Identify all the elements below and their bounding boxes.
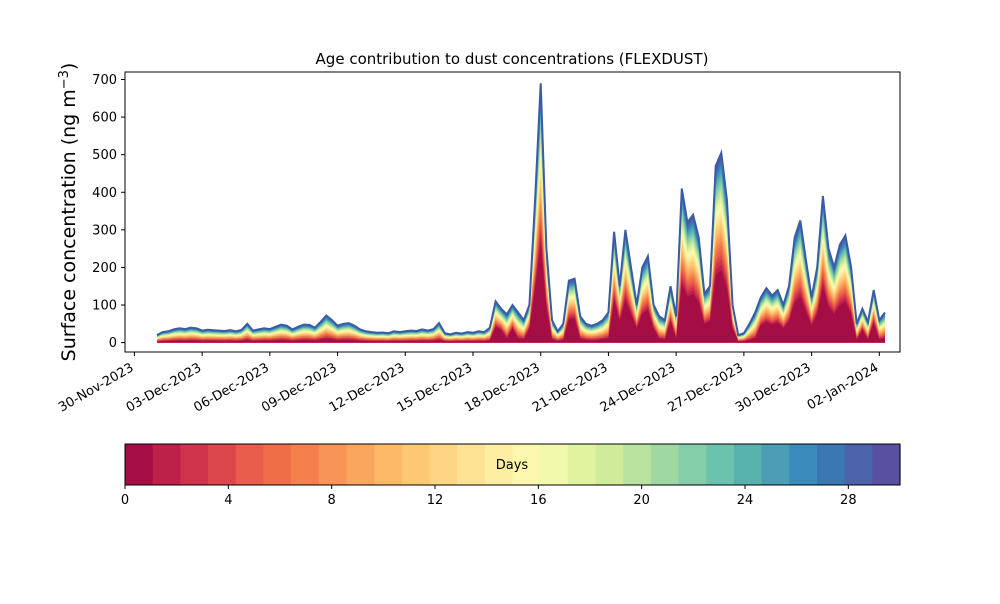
x-tick-label: 27-Dec-2023 (665, 360, 745, 415)
colorbar-cell (650, 444, 680, 485)
colorbar-cell (125, 444, 154, 485)
x-tick-label: 30-Dec-2023 (733, 360, 813, 415)
colorbar-cells (125, 444, 901, 485)
y-tick-label: 400 (92, 186, 117, 201)
x-tick-label: 21-Dec-2023 (530, 360, 610, 415)
colorbar-ticks: 0 4 8 12 16 20 24 28 (121, 485, 857, 508)
colorbar-cell (789, 444, 818, 485)
colorbar-cell (567, 444, 597, 485)
y-tick-label: 0 (109, 336, 117, 351)
colorbar-cell (623, 444, 652, 485)
total-concentration-line (156, 83, 886, 337)
colorbar-cell (152, 444, 181, 485)
colorbar-tick-label: 4 (224, 493, 232, 508)
y-tick-label: 300 (92, 223, 117, 238)
x-tick-label: 30-Nov-2023 (56, 360, 136, 415)
colorbar-cell (595, 444, 624, 485)
colorbar-cell (816, 444, 846, 485)
x-tick-label: 03-Dec-2023 (124, 360, 204, 415)
x-axis: 30-Nov-202303-Dec-202306-Dec-202309-Dec-… (56, 352, 881, 416)
x-tick-label: 18-Dec-2023 (462, 360, 542, 415)
chart-title: Age contribution to dust concentrations … (316, 50, 709, 68)
colorbar-tick-label: 8 (328, 493, 336, 508)
y-axis-label-exponent: −3 (57, 70, 72, 89)
y-tick-label: 100 (92, 299, 117, 314)
colorbar-tick-label: 12 (427, 493, 444, 508)
colorbar-cell (180, 444, 209, 485)
colorbar-cell (401, 444, 431, 485)
colorbar-tick-label: 16 (530, 493, 547, 508)
colorbar-cell (263, 444, 292, 485)
colorbar-cell (761, 444, 790, 485)
colorbar: Days 0 4 8 12 16 20 24 28 (121, 443, 901, 508)
y-tick-label: 200 (92, 261, 117, 276)
colorbar-cell (678, 444, 707, 485)
y-tick-label: 700 (92, 73, 117, 88)
colorbar-cell (844, 444, 873, 485)
colorbar-cell (291, 444, 320, 485)
colorbar-cell (872, 444, 901, 485)
colorbar-cell (208, 444, 237, 485)
x-tick-label: 15-Dec-2023 (395, 360, 475, 415)
y-tick-label: 600 (92, 111, 117, 126)
colorbar-tick-label: 0 (121, 493, 129, 508)
colorbar-cell (235, 444, 264, 485)
colorbar-cell (512, 444, 541, 485)
age-area-1 (157, 243, 885, 343)
colorbar-tick-label: 28 (840, 493, 857, 508)
colorbar-cell (540, 444, 569, 485)
plot-area: 0 100 200 300 400 500 600 700 30-Nov-202303-Dec… (56, 71, 901, 416)
colorbar-cell (318, 444, 348, 485)
colorbar-cell (346, 444, 375, 485)
x-tick-label: 06-Dec-2023 (191, 360, 271, 415)
colorbar-cell (429, 444, 458, 485)
y-tick-label: 500 (92, 148, 117, 163)
colorbar-tick-label: 24 (737, 493, 754, 508)
age-stacked-areas (156, 83, 886, 343)
y-axis: 0 100 200 300 400 500 600 700 (92, 73, 125, 351)
colorbar-label: Days (496, 458, 529, 473)
y-axis-label-close: ) (58, 63, 80, 70)
colorbar-cell (374, 444, 403, 485)
x-tick-label: 02-Jan-2024 (805, 360, 882, 413)
colorbar-cell (733, 444, 763, 485)
x-tick-label: 09-Dec-2023 (259, 360, 339, 415)
y-axis-label: Surface concentration (ng m−3) (57, 63, 81, 362)
colorbar-tick-label: 20 (633, 493, 650, 508)
y-axis-label-text: Surface concentration (ng m (58, 89, 80, 361)
colorbar-cell (457, 444, 486, 485)
colorbar-cell (484, 444, 514, 485)
plot-frame (124, 71, 901, 353)
colorbar-cell (706, 444, 735, 485)
colorbar-frame (124, 443, 901, 486)
x-tick-label: 12-Dec-2023 (327, 360, 407, 415)
x-tick-label: 24-Dec-2023 (598, 360, 678, 415)
